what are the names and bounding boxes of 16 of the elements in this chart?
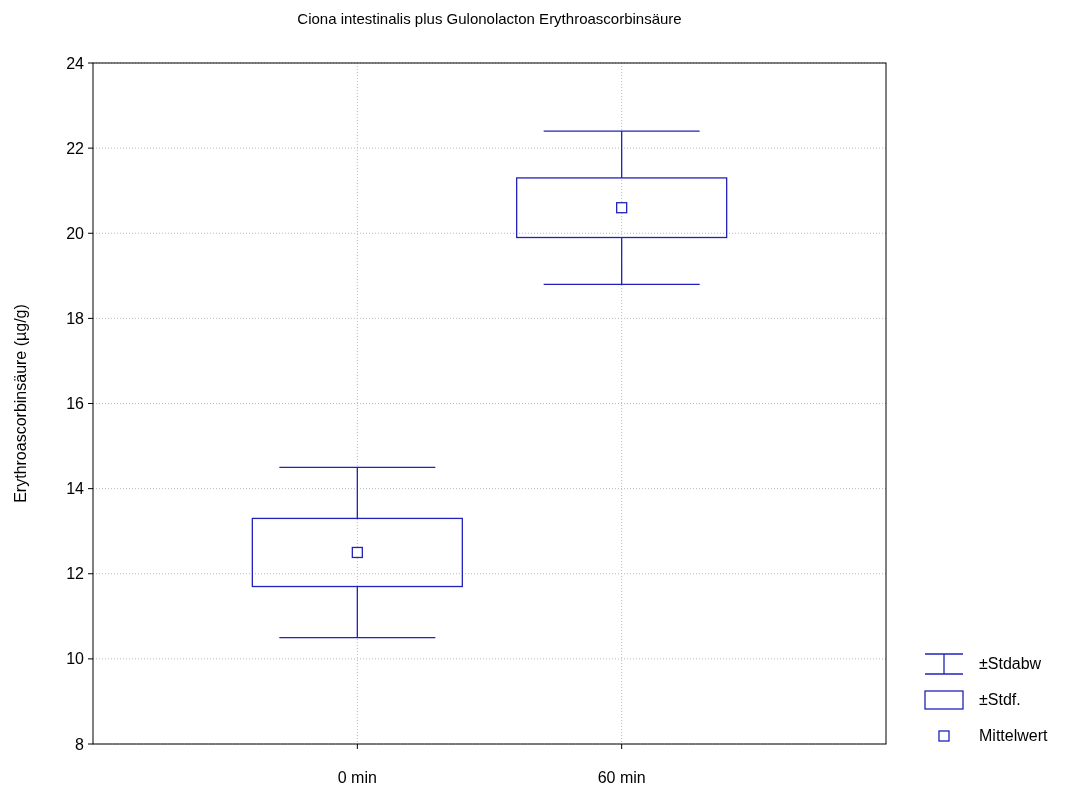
y-axis-title: Erythroascorbinsäure (µg/g) bbox=[12, 304, 29, 503]
y-tick-label: 20 bbox=[66, 224, 85, 242]
y-tick-label: 18 bbox=[66, 309, 85, 327]
y-tick-label: 22 bbox=[66, 139, 85, 157]
x-tick-label: 0 min bbox=[337, 769, 377, 786]
x-tick-label: 60 min bbox=[597, 769, 646, 786]
chart-title: Ciona intestinalis plus Gulonolacton Erythroascorbinsäure bbox=[297, 10, 682, 27]
y-tick-label: 10 bbox=[66, 650, 85, 668]
text: ±Stdf. bbox=[979, 690, 1021, 708]
text: Mittelwert bbox=[979, 726, 1049, 744]
text: ±Stdabw bbox=[979, 654, 1042, 672]
y-tick-label: 8 bbox=[75, 735, 85, 753]
y-tick-label: 14 bbox=[66, 480, 85, 498]
y-tick-label: 16 bbox=[66, 395, 85, 413]
y-tick-label: 12 bbox=[66, 565, 85, 583]
y-tick-label: 24 bbox=[66, 54, 85, 72]
